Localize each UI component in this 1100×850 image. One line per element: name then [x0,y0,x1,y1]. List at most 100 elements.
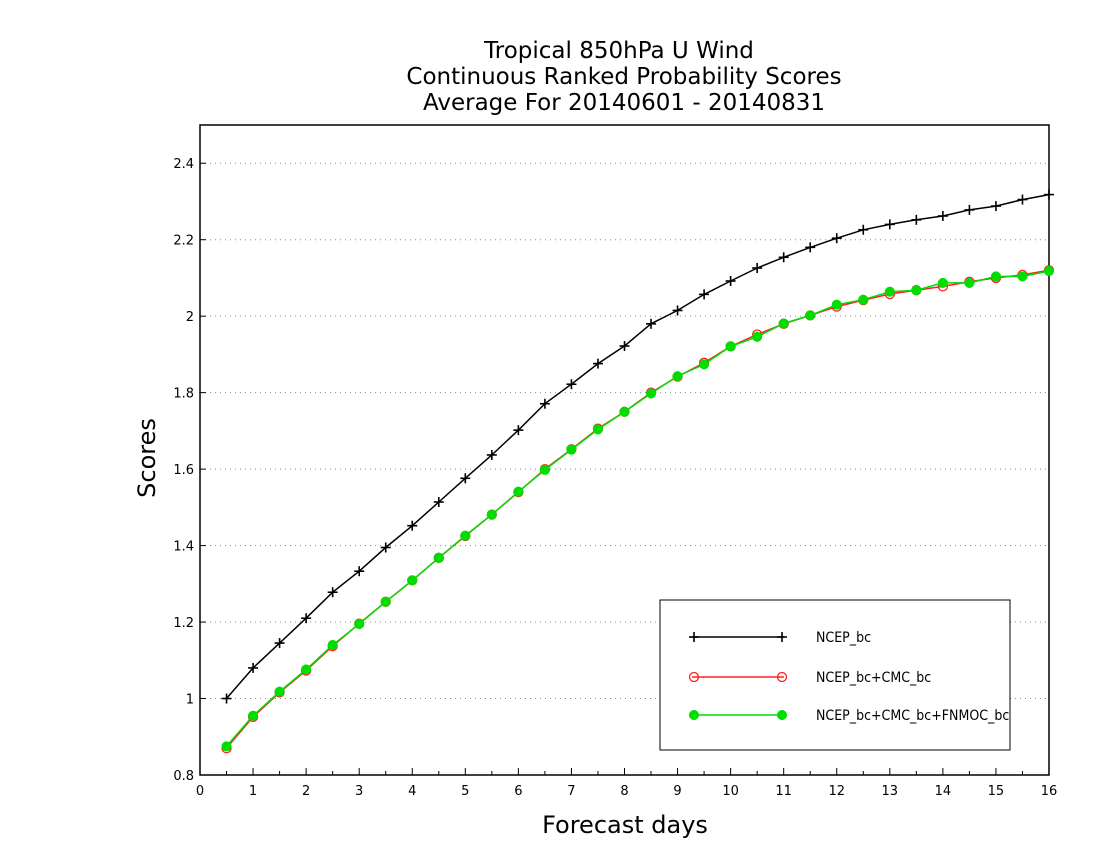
data-point [354,566,365,577]
x-tick-label: 13 [882,784,899,799]
legend-marker [688,671,700,683]
y-tick-label: 1.4 [173,540,194,555]
data-point [592,424,604,435]
data-point [937,277,948,288]
x-tick-label: 7 [567,784,575,799]
data-point [407,520,418,531]
data-point [539,464,550,475]
data-point [407,575,418,586]
x-tick-label: 4 [408,784,416,799]
legend-item: NCEP_bc+CMC_bc [688,670,931,686]
legend-marker [777,632,787,642]
data-point [778,318,789,329]
legend-marker [688,709,700,721]
data-point [911,214,922,225]
legend: NCEP_bc NCEP_bc+CMC_bc NCEP_bc+CMC_bc+FNMO… [659,599,1011,751]
data-point [274,686,285,697]
legend-item: NCEP_bc+CMC_bc+FNMOC_bc [688,708,1009,724]
x-tick-label: 14 [935,784,952,799]
y-tick-label: 1 [186,693,194,708]
x-tick-label: 9 [673,784,681,799]
data-point [672,305,683,316]
data-point [911,285,922,296]
data-point [699,289,710,300]
legend-marker [776,709,788,721]
data-point [433,497,444,507]
x-tick-label: 2 [302,784,310,799]
legend-label: NCEP_bc+CMC_bc+FNMOC_bc [816,708,1009,724]
data-point [248,710,259,721]
data-point [301,664,312,675]
x-tick-label: 8 [620,784,628,799]
data-point [1043,266,1055,277]
data-point [831,299,842,310]
data-point [460,530,471,541]
chart-title-line-3: Average For 20140601 - 20140831 [423,90,825,116]
data-point [964,204,975,215]
data-point [858,294,869,305]
data-point [486,449,497,460]
data-point [486,509,497,520]
y-tick-label: 1.6 [173,463,194,478]
x-tick-label: 12 [828,784,845,799]
x-tick-label: 3 [355,784,363,799]
data-point [645,388,657,399]
chart-title-line-2: Continuous Ranked Probability Scores [406,64,841,90]
data-point [752,331,763,342]
data-point [964,277,975,288]
data-point [884,219,895,230]
x-tick-label: 6 [514,784,522,799]
data-point [805,310,816,321]
data-point [725,276,736,286]
series-1 [221,189,1054,704]
data-point [1044,189,1054,200]
data-point [990,271,1001,282]
data-point [592,358,603,369]
data-point [831,233,842,244]
x-tick-label: 11 [775,784,792,799]
data-point [566,444,577,455]
legend-items: NCEP_bc NCEP_bc+CMC_bc NCEP_bc+CMC_bc+FNMO… [688,630,1009,724]
data-point [619,406,630,417]
data-point [778,252,789,263]
data-point [539,398,550,409]
legend-marker [776,671,788,683]
legend-box [659,599,1011,751]
data-point [1017,194,1028,205]
data-point [248,662,259,673]
data-point [646,318,657,329]
data-point [990,201,1001,212]
data-point [699,359,710,370]
data-point [805,242,816,253]
legend-marker [689,632,699,642]
data-point [1017,271,1028,282]
x-tick-label: 16 [1041,784,1058,799]
data-point [937,211,948,221]
data-point [433,552,444,563]
data-point [884,286,895,297]
series-lines [221,189,1055,754]
chart-title-line-1: Tropical 850hPa U Wind [483,38,754,64]
data-point [327,639,338,651]
x-tick-label: 15 [988,784,1005,799]
y-tick-label: 0.8 [173,769,194,784]
x-tick-label: 1 [249,784,257,799]
data-point [858,224,869,235]
data-point [619,341,630,351]
y-tick-label: 2.4 [173,157,194,172]
data-point [354,618,365,630]
data-point [221,741,232,752]
data-point [672,371,683,382]
x-tick-label: 0 [196,784,204,799]
legend-item: NCEP_bc [689,630,871,646]
data-point [725,341,736,352]
y-tick-label: 2.2 [173,234,194,249]
data-point [566,379,577,390]
data-point [460,473,471,484]
data-point [301,613,312,624]
x-axis-title: Forecast days [542,811,708,839]
axis-ticks: 0.811.21.41.61.822.22.40 1 2 3 4 5 6 7 8 9 10 11 12 1… [173,157,1057,799]
data-point [327,587,338,598]
y-tick-label: 1.2 [173,616,194,631]
